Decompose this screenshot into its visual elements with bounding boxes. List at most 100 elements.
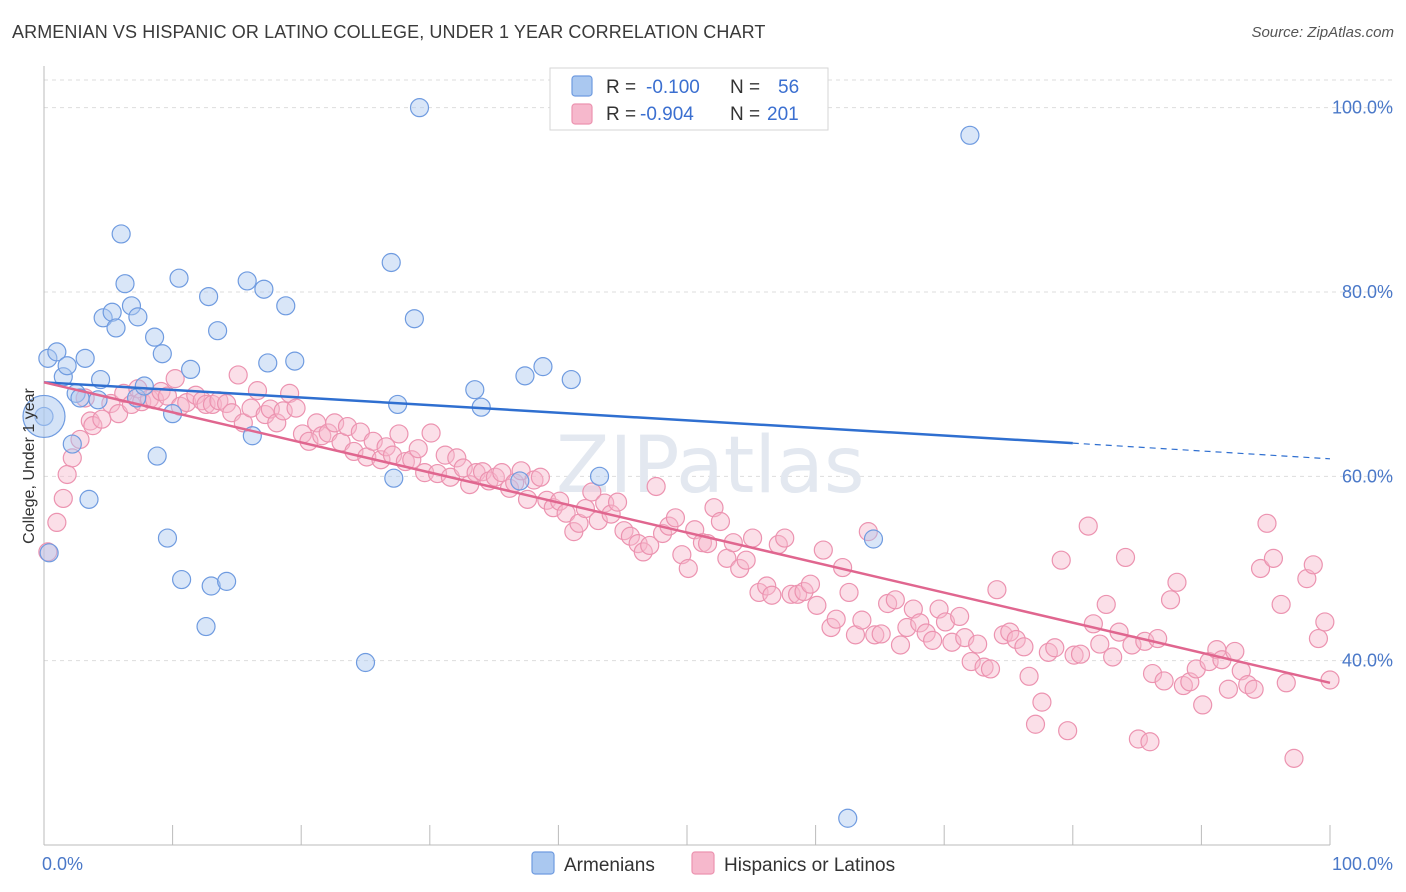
bottom-legend-swatch-hispanics xyxy=(691,851,715,875)
hispanic-point xyxy=(865,625,885,645)
hispanic-point xyxy=(1006,629,1026,650)
armenian-point xyxy=(147,446,167,466)
hispanic-point xyxy=(1058,721,1078,741)
hispanic-point xyxy=(742,528,763,548)
legend-r-label: R = xyxy=(606,104,636,125)
hispanic-point xyxy=(1271,594,1291,615)
y-axis-title: College, Under 1 year xyxy=(21,388,38,544)
hispanic-point xyxy=(38,542,58,562)
armenian-point xyxy=(276,296,296,316)
armenian-point xyxy=(144,327,165,347)
hispanic-point xyxy=(1090,634,1110,654)
hispanic-point xyxy=(1173,675,1193,696)
armenian-point xyxy=(208,321,228,341)
hispanic-point xyxy=(53,488,73,509)
y-tick-label: 100.0% xyxy=(1332,98,1393,118)
chart-title: ARMENIAN VS HISPANIC OR LATINO COLLEGE, … xyxy=(12,22,766,42)
armenian-point xyxy=(838,808,858,828)
legend-swatch-armenians xyxy=(571,75,593,97)
hispanic-point xyxy=(247,381,268,401)
hispanic-point xyxy=(1218,679,1239,699)
hispanic-point xyxy=(1257,513,1277,533)
bottom-legend-swatch-armenians xyxy=(531,851,555,875)
armenian-point xyxy=(196,616,216,637)
hispanic-point xyxy=(1051,550,1071,570)
hispanic-point xyxy=(228,365,248,385)
legend-n-value: 56 xyxy=(778,77,799,98)
armenian-point xyxy=(404,309,424,329)
hispanic-point xyxy=(800,574,821,594)
hispanic-point xyxy=(942,632,962,652)
hispanic-point xyxy=(1032,692,1052,712)
armenian-point xyxy=(115,274,135,294)
axes xyxy=(43,66,1331,846)
armenian-point xyxy=(134,376,154,396)
legend-swatch-hispanics xyxy=(571,103,593,125)
hispanic-point xyxy=(408,439,428,459)
hispanic-point xyxy=(1308,628,1329,649)
armenian-point xyxy=(181,359,201,380)
armenian-trend-line xyxy=(43,381,1073,445)
tick-labels: 40.0% 60.0% 80.0% 100.0% 0.0% 100.0% xyxy=(42,98,1393,874)
hispanic-point xyxy=(1167,572,1187,592)
hispanic-point xyxy=(202,394,223,415)
hispanic-point xyxy=(871,624,891,644)
hispanic-point xyxy=(640,535,660,556)
hispanic-point xyxy=(157,386,178,406)
hispanic-point xyxy=(1078,516,1098,536)
hispanic-point xyxy=(92,409,112,429)
hispanic-point xyxy=(1140,732,1160,752)
legend-box xyxy=(549,67,829,131)
armenian-point xyxy=(258,353,278,373)
hispanic-point xyxy=(813,540,833,560)
hispanic-point xyxy=(1244,679,1264,699)
legend-r-label: R = xyxy=(606,77,636,98)
hispanic-point xyxy=(241,398,261,418)
hispanic-point xyxy=(910,613,930,633)
legend-n-label: N = xyxy=(730,77,760,98)
hispanic-point xyxy=(165,369,185,389)
armenian-point xyxy=(237,271,257,291)
hispanic-point xyxy=(1154,671,1174,691)
armenian-point xyxy=(254,279,274,299)
hispanic-point xyxy=(950,606,970,627)
armenian-point xyxy=(169,268,189,288)
armenian-point xyxy=(217,571,237,591)
hispanic-point xyxy=(1142,663,1163,684)
hispanic-point xyxy=(267,413,287,433)
hispanic-point xyxy=(217,393,237,414)
hispanic-point xyxy=(1019,666,1039,686)
armenian-point xyxy=(152,344,172,364)
hispanic-point xyxy=(885,590,905,610)
hispanic-point xyxy=(582,482,602,502)
hispanic-trend-line xyxy=(43,381,1331,685)
legend-n-value: 201 xyxy=(767,104,799,125)
x-tick-label: 100.0% xyxy=(1332,854,1393,874)
hispanic-point xyxy=(1160,590,1181,610)
hispanic-point xyxy=(492,463,512,483)
hispanic-point xyxy=(1315,612,1335,632)
hispanic-point xyxy=(1064,645,1084,665)
hispanic-point xyxy=(890,635,911,655)
hispanic-point xyxy=(114,383,134,403)
hispanic-point xyxy=(1128,729,1148,749)
hispanic-point xyxy=(47,512,67,533)
hispanic-point xyxy=(807,595,827,615)
hispanic-point xyxy=(935,612,956,632)
hispanic-point xyxy=(736,550,756,570)
trend-lines xyxy=(43,381,1331,685)
hispanic-point xyxy=(794,581,814,602)
hispanic-point xyxy=(1045,638,1065,658)
armenian-point-large xyxy=(22,394,66,439)
legend-r-value: -0.100 xyxy=(646,77,700,98)
hispanic-point xyxy=(325,413,345,433)
hispanic-point xyxy=(852,610,872,630)
hispanic-point xyxy=(453,458,473,478)
hispanic-point xyxy=(710,511,731,532)
hispanic-point xyxy=(1025,714,1046,734)
armenian-point xyxy=(106,318,126,338)
armenian-point xyxy=(960,125,980,145)
legend-n-label: N = xyxy=(730,104,760,125)
hispanic-point xyxy=(1263,548,1284,568)
